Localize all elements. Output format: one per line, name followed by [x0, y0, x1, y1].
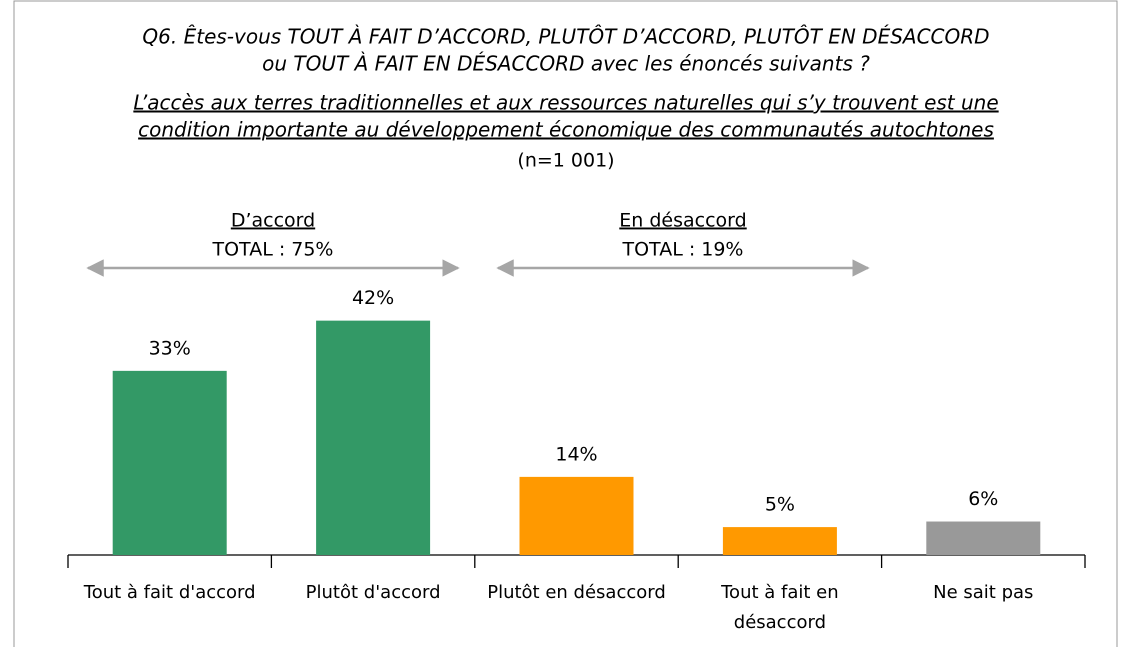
x-tick-label: Ne sait pas: [933, 582, 1034, 603]
title-line: Q6. Êtes-vous TOUT À FAIT D’ACCORD, PLUT…: [142, 25, 989, 49]
x-tick-label-box: Ne sait pas: [933, 582, 1034, 603]
x-tick-label-box: Plutôt en désaccord: [487, 582, 666, 603]
x-tick-label: Tout à fait d'accord: [83, 582, 256, 603]
x-tick-label-box: Tout à fait en désaccord: [721, 582, 839, 633]
subtitle-line: condition importante au développement éc…: [138, 118, 994, 142]
bar: [112, 370, 227, 555]
x-tick-label-box: Plutôt d'accord: [305, 582, 441, 603]
group-name: D’accord: [231, 210, 315, 232]
sample-note: (n=1 001): [517, 150, 614, 172]
value-label: 14%: [555, 443, 597, 465]
x-tick-label: Plutôt en désaccord: [487, 582, 666, 603]
value-label: 5%: [765, 494, 795, 516]
value-label: 6%: [968, 488, 998, 510]
bar: [519, 476, 634, 555]
frame: [13, 0, 1118, 647]
x-tick-label: Tout à fait en désaccord: [721, 582, 839, 633]
group-total: TOTAL : 19%: [622, 239, 744, 261]
value-label: 42%: [352, 287, 394, 309]
value-label: 33%: [149, 337, 191, 359]
group-name: En désaccord: [619, 210, 746, 232]
bar: [316, 320, 431, 555]
title-line: ou TOUT À FAIT EN DÉSACCORD avec les éno…: [262, 52, 870, 76]
group-total: TOTAL : 75%: [212, 239, 334, 261]
x-tick-label: Plutôt d'accord: [305, 582, 441, 603]
x-tick-label-box: Tout à fait d'accord: [83, 582, 256, 603]
bar: [722, 527, 837, 555]
bar: [926, 521, 1041, 555]
subtitle-line: L’accès aux terres traditionnelles et au…: [133, 91, 998, 115]
